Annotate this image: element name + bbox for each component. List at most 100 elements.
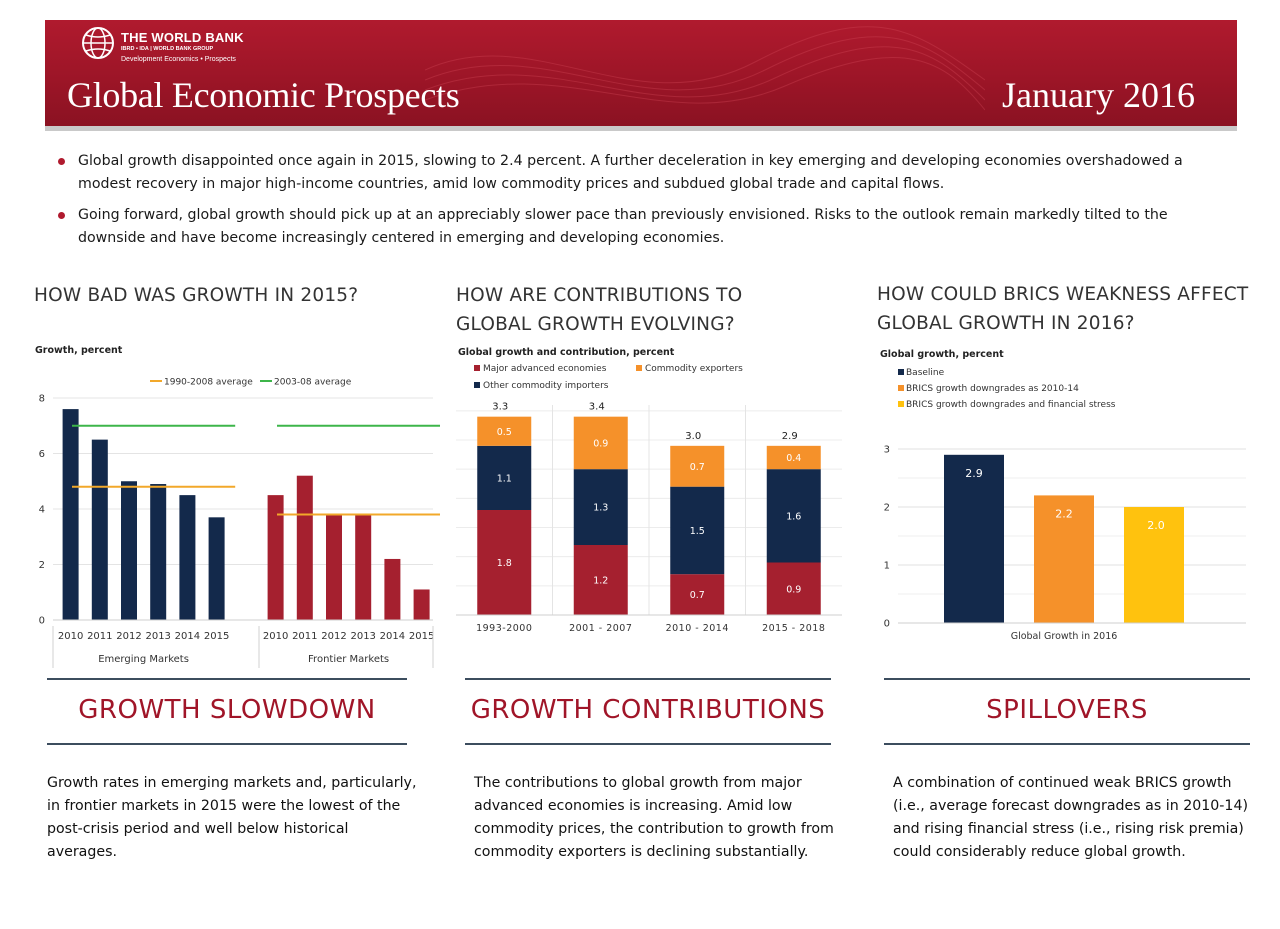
chart-growth-contributions: Global growth and contribution, percent … [456, 347, 842, 634]
org-department: Development Economics • Prospects [121, 56, 236, 63]
page-title: Global Economic Prospects [67, 75, 460, 115]
chart1-bar [150, 484, 167, 620]
chart3-legend: Baseline BRICS growth downgrades as 2010-… [898, 368, 1116, 410]
chart3-ytick-label: 1 [884, 561, 890, 572]
chart3-legend-swatch [898, 401, 904, 407]
chart2-bar-segment [477, 416, 532, 446]
chart3-bars: 2.9 2.2 2.0 [944, 454, 1184, 623]
chart2-bar-segment [573, 545, 628, 615]
org-subtitle: IBRD • IDA | WORLD BANK GROUP [121, 46, 214, 52]
chart1-legend: 1990-2008 average 2003-08 average [150, 378, 352, 388]
chart1-xtick-label: 2011 [292, 631, 317, 642]
section-rule-top [47, 678, 407, 680]
chart1-average-lines [72, 424, 440, 516]
banner-wave-decoration [425, 26, 985, 111]
chart1-grid [53, 397, 433, 621]
chart2-xtick-label: 1993-2000 [476, 623, 532, 634]
chart1-bar [91, 439, 108, 620]
chart3-ytick-label: 3 [884, 445, 890, 456]
chart2-bar-segment [670, 445, 725, 487]
chart3-title: Global growth, percent [880, 349, 1004, 360]
chart2-segment-label: 0.9 [786, 584, 801, 595]
section-rule-bottom [465, 743, 831, 745]
chart2-total-label: 3.4 [589, 402, 605, 413]
chart2-title: Global growth and contribution, percent [458, 347, 675, 358]
chart1-ytick-label: 2 [39, 560, 45, 571]
chart1-xtick-label: 2014 [380, 631, 405, 642]
chart3-legend-label: BRICS growth downgrades and financial st… [906, 400, 1116, 410]
world-bank-globe-icon [82, 27, 114, 59]
chart3-legend-label: BRICS growth downgrades as 2010-14 [906, 384, 1079, 394]
chart2-segment-label: 0.7 [690, 462, 705, 473]
chart3-bar [1124, 507, 1184, 623]
chart2-legend-label: Other commodity importers [483, 381, 609, 391]
summary-bullet: Going forward, global growth should pick… [58, 204, 1208, 250]
chart2-bars: 1.8 1.1 0.5 3.3 1.2 1.3 0.9 3.4 0.7 1.5 0.7 3.0 0.9 1… [477, 402, 821, 615]
header-banner: THE WORLD BANK IBRD • IDA | WORLD BANK G… [45, 20, 1237, 128]
chart1-ytick-label: 6 [39, 449, 45, 460]
chart2-legend: Major advanced economies Commodity export… [474, 364, 743, 391]
chart2-segment-label: 1.5 [690, 526, 705, 537]
chart2-xtick-label: 2010 - 2014 [666, 623, 729, 634]
chart3-axes: 0 1 2 3 Global Growth in 2016 [884, 445, 1246, 642]
chart1-legend-label: 2003-08 average [274, 378, 352, 388]
chart3-legend-label: Baseline [906, 368, 945, 378]
chart1-bar [384, 558, 401, 620]
banner-bottom-strip [45, 126, 1237, 131]
chart2-legend-swatch [474, 382, 480, 388]
chart3-ytick-label: 0 [884, 619, 890, 630]
chart3-bar [1034, 495, 1094, 623]
chart1-xtick-label: 2010 [263, 631, 288, 642]
chart2-bar-segment [573, 416, 628, 470]
summary-bullets: Global growth disappointed once again in… [58, 150, 1208, 258]
section-rule-bottom [47, 743, 407, 745]
bullet-text: Going forward, global growth should pick… [78, 207, 1168, 246]
chart2-segment-label: 1.3 [593, 503, 608, 514]
section-title-growth-contributions: GROWTH CONTRIBUTIONS [470, 695, 826, 725]
chart2-bar-segment [766, 469, 821, 563]
chart1-bar [413, 589, 430, 620]
section-body-spillovers: A combination of continued weak BRICS gr… [893, 775, 1249, 860]
chart2-legend-label: Commodity exporters [645, 364, 743, 374]
chart1-legend-label: 1990-2008 average [164, 378, 253, 388]
chart3-bar-label: 2.9 [965, 467, 983, 480]
chart2-xtick-label: 2015 - 2018 [762, 623, 825, 634]
chart2-segment-label: 0.9 [593, 438, 608, 449]
chart1-axes: 0 2 4 6 8 2010 2011 2012 2013 2014 2015 Emerging Ma… [39, 394, 434, 668]
chart3-xlabel: Global Growth in 2016 [1011, 631, 1118, 642]
section-title-spillovers: SPILLOVERS [986, 695, 1148, 725]
chart3-ytick-label: 2 [884, 503, 890, 514]
chart3-bar-label: 2.0 [1147, 519, 1165, 532]
summary-bullet: Global growth disappointed once again in… [58, 150, 1208, 196]
section-body-growth-slowdown: Growth rates in emerging markets and, pa… [47, 775, 417, 860]
chart1-bar [208, 517, 225, 620]
bullet-dot [58, 158, 65, 165]
chart2-axes: 1993-2000 2001 - 2007 2010 - 2014 2015 - 20… [456, 614, 842, 634]
chart3-bar-label: 2.2 [1055, 507, 1073, 520]
chart-spillovers: Global growth, percent Baseline BRICS gro… [880, 349, 1246, 642]
chart2-bar-segment [573, 469, 628, 545]
chart2-bar-segment [670, 486, 725, 575]
chart1-xtick-label: 2013 [145, 631, 170, 642]
section-rule-bottom [884, 743, 1250, 745]
chart1-xtick-label: 2015 [409, 631, 434, 642]
chart3-legend-swatch [898, 369, 904, 375]
chart1-xtick-label: 2013 [350, 631, 375, 642]
chart1-bar [296, 475, 313, 620]
chart1-ytick-label: 0 [39, 616, 45, 627]
chart1-group-label: Emerging Markets [98, 654, 189, 665]
chart2-segment-label: 0.4 [786, 453, 801, 464]
chart1-ylabel: Growth, percent [35, 345, 123, 356]
chart2-bar-segment [477, 445, 532, 510]
chart3-bar [944, 454, 1004, 623]
chart1-xtick-label: 2012 [321, 631, 346, 642]
chart1-ytick-label: 4 [39, 505, 45, 516]
bullet-text: Global growth disappointed once again in… [78, 153, 1183, 192]
chart2-segment-label: 1.8 [497, 558, 512, 569]
chart1-ytick-label: 8 [39, 394, 45, 405]
chart2-segment-label: 1.1 [497, 473, 512, 484]
chart1-xtick-label: 2014 [175, 631, 200, 642]
chart1-xtick-label: 2011 [87, 631, 112, 642]
chart1-bars [62, 409, 430, 620]
chart2-segment-label: 0.5 [497, 427, 512, 438]
